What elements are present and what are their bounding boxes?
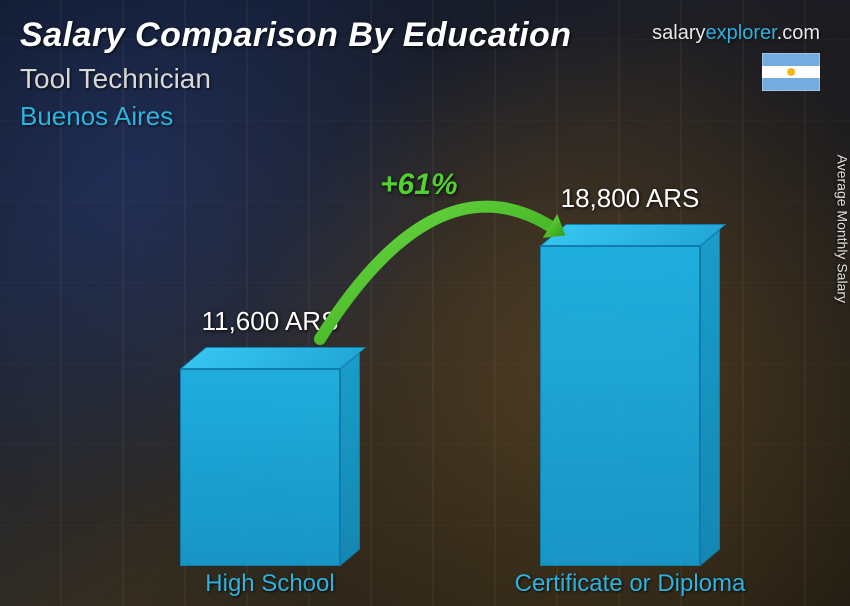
bar-top [540,224,726,246]
bar-chart: 11,600 ARS 18,800 ARS [0,160,850,566]
bar-side [340,352,360,566]
bar-side [700,229,720,566]
bar-front [180,369,340,566]
bar-value-label: 18,800 ARS [500,183,760,214]
location-label: Buenos Aires [20,101,830,132]
brand-block: salaryexplorer.com [652,22,820,96]
increase-percent: +61% [380,168,458,202]
category-label: Certificate or Diploma [490,570,770,598]
bar-front [540,246,700,566]
brand-mid: explorer [706,22,777,44]
bar [180,347,360,566]
bar-top [180,347,366,369]
category-label: High School [170,570,370,598]
bar [540,224,720,566]
brand-suffix: .com [777,22,820,44]
flag-icon [762,53,820,91]
bar-value-label: 11,600 ARS [140,306,400,337]
brand-text: salaryexplorer.com [652,22,820,45]
brand-prefix: salary [652,22,705,44]
